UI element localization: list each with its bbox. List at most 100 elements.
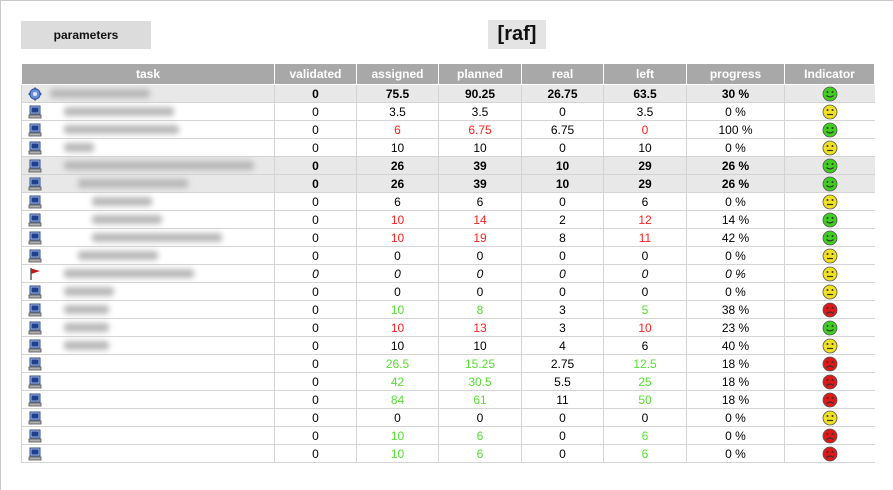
task-name-cell[interactable] xyxy=(21,264,275,283)
table-row[interactable]: 0 10 10 4 6 40 % xyxy=(21,336,875,355)
table-row[interactable]: 0 42 30.5 5.5 25 18 % xyxy=(21,372,875,391)
real-cell: 10 xyxy=(521,156,604,175)
table-row[interactable]: 0 10 10 0 10 0 % xyxy=(21,138,875,157)
task-name-cell[interactable] xyxy=(21,390,275,409)
task-name-cell[interactable] xyxy=(21,300,275,319)
planned-cell: 61 xyxy=(438,390,522,409)
table-row[interactable]: 0 84 61 11 50 18 % xyxy=(21,390,875,409)
progress-cell: 30 % xyxy=(686,84,785,103)
assigned-cell: 10 xyxy=(356,336,439,355)
col-header-real[interactable]: real xyxy=(521,63,604,85)
progress-cell: 18 % xyxy=(686,372,785,391)
col-header-assigned[interactable]: assigned xyxy=(356,63,439,85)
validated-cell: 0 xyxy=(274,282,357,301)
table-row[interactable]: 0 26 39 10 29 26 % xyxy=(21,174,875,193)
computer-icon xyxy=(28,429,42,443)
real-cell: 6.75 xyxy=(521,120,604,139)
real-cell: 11 xyxy=(521,390,604,409)
task-name-cell[interactable] xyxy=(21,444,275,463)
assigned-cell: 75.5 xyxy=(356,84,439,103)
redacted-task-name xyxy=(64,287,114,297)
col-header-progress[interactable]: progress xyxy=(686,63,785,85)
task-name-cell[interactable] xyxy=(21,210,275,229)
table-row[interactable]: 0 10 8 3 5 38 % xyxy=(21,300,875,319)
indicator-cell xyxy=(784,84,875,103)
task-name-cell[interactable] xyxy=(21,228,275,247)
computer-icon xyxy=(28,393,42,407)
page-title: [raf] xyxy=(488,20,546,49)
table-row[interactable]: 0 26 39 10 29 26 % xyxy=(21,156,875,175)
task-name-cell[interactable] xyxy=(21,336,275,355)
task-name-cell[interactable] xyxy=(21,408,275,427)
neutral-face-icon xyxy=(822,140,838,156)
planned-cell: 6 xyxy=(438,444,522,463)
table-row[interactable]: 0 10 13 3 10 23 % xyxy=(21,318,875,337)
task-name-cell[interactable] xyxy=(21,282,275,301)
planned-cell: 39 xyxy=(438,174,522,193)
task-name-cell[interactable] xyxy=(21,192,275,211)
progress-cell: 0 % xyxy=(686,408,785,427)
redacted-task-name xyxy=(64,107,174,117)
computer-icon xyxy=(28,177,42,191)
real-cell: 0 xyxy=(521,102,604,121)
task-name-cell[interactable] xyxy=(21,246,275,265)
task-name-cell[interactable] xyxy=(21,138,275,157)
planned-cell: 10 xyxy=(438,138,522,157)
validated-cell: 0 xyxy=(274,102,357,121)
parameters-button[interactable]: parameters xyxy=(21,21,151,49)
assigned-cell: 0 xyxy=(356,282,439,301)
planned-cell: 6.75 xyxy=(438,120,522,139)
indicator-cell xyxy=(784,426,875,445)
task-name-cell[interactable] xyxy=(21,426,275,445)
indicator-cell xyxy=(784,408,875,427)
assigned-cell: 26.5 xyxy=(356,354,439,373)
assigned-cell: 6 xyxy=(356,120,439,139)
col-header-left[interactable]: left xyxy=(603,63,687,85)
redacted-task-name xyxy=(64,125,179,135)
table-row[interactable]: 0 10 14 2 12 14 % xyxy=(21,210,875,229)
col-header-validated[interactable]: validated xyxy=(274,63,357,85)
left-cell: 6 xyxy=(603,426,687,445)
computer-icon xyxy=(28,159,42,173)
col-header-planned[interactable]: planned xyxy=(438,63,522,85)
planned-cell: 6 xyxy=(438,192,522,211)
happy-face-icon xyxy=(822,122,838,138)
task-name-cell[interactable] xyxy=(21,102,275,121)
table-row[interactable]: 0 26.5 15.25 2.75 12.5 18 % xyxy=(21,354,875,373)
task-name-cell[interactable] xyxy=(21,174,275,193)
table-row[interactable]: 0 10 6 0 6 0 % xyxy=(21,426,875,445)
indicator-cell xyxy=(784,246,875,265)
table-row[interactable]: 0 10 19 8 11 42 % xyxy=(21,228,875,247)
table-row[interactable]: 0 3.5 3.5 0 3.5 0 % xyxy=(21,102,875,121)
frame-border-left xyxy=(0,0,1,490)
left-cell: 10 xyxy=(603,138,687,157)
task-name-cell[interactable] xyxy=(21,372,275,391)
indicator-cell xyxy=(784,372,875,391)
progress-cell: 100 % xyxy=(686,120,785,139)
task-name-cell[interactable] xyxy=(21,120,275,139)
real-cell: 8 xyxy=(521,228,604,247)
real-cell: 26.75 xyxy=(521,84,604,103)
indicator-cell xyxy=(784,318,875,337)
validated-cell: 0 xyxy=(274,138,357,157)
table-row[interactable]: 0 6 6.75 6.75 0 100 % xyxy=(21,120,875,139)
task-name-cell[interactable] xyxy=(21,84,275,103)
computer-icon xyxy=(28,375,42,389)
table-row[interactable]: 0 10 6 0 6 0 % xyxy=(21,444,875,463)
progress-cell: 42 % xyxy=(686,228,785,247)
real-cell: 0 xyxy=(521,444,604,463)
task-name-cell[interactable] xyxy=(21,156,275,175)
planned-cell: 39 xyxy=(438,156,522,175)
indicator-cell xyxy=(784,102,875,121)
col-header-indicator[interactable]: Indicator xyxy=(784,63,875,85)
assigned-cell: 84 xyxy=(356,390,439,409)
task-name-cell[interactable] xyxy=(21,318,275,337)
task-name-cell[interactable] xyxy=(21,354,275,373)
table-row[interactable]: 0 75.5 90.25 26.75 63.5 30 % xyxy=(21,84,875,103)
col-header-task[interactable]: task xyxy=(21,63,275,85)
